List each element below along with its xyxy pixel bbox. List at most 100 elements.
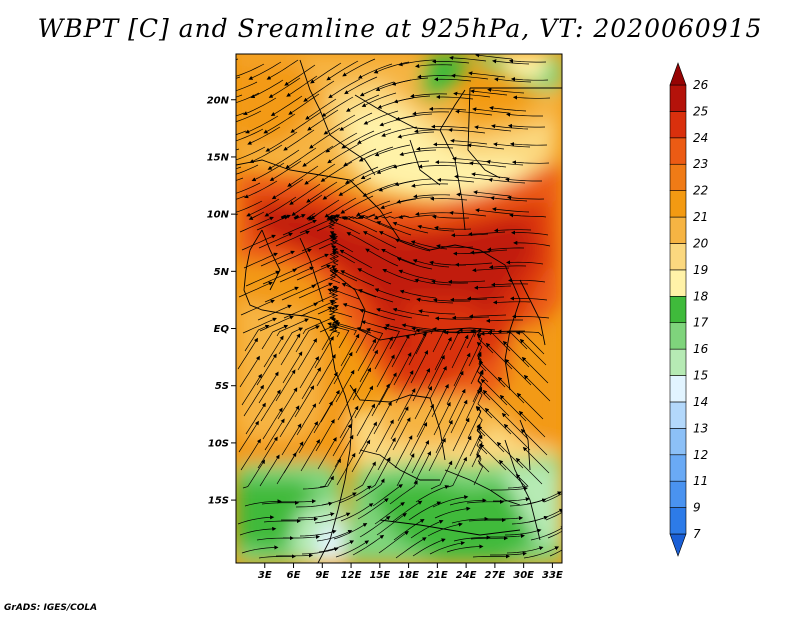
lat-tick-label: 10S	[208, 438, 229, 449]
streamline	[511, 160, 550, 165]
streamline	[471, 434, 483, 468]
streamline	[416, 403, 434, 438]
streamline	[432, 214, 470, 219]
streamline	[413, 194, 451, 199]
streamline	[338, 177, 372, 196]
streamline	[506, 112, 543, 117]
streamline	[362, 231, 397, 249]
streamline	[492, 207, 530, 213]
streamline	[264, 196, 297, 217]
streamline	[352, 367, 372, 401]
streamline	[306, 212, 317, 220]
streamline	[359, 349, 378, 383]
streamline	[318, 540, 355, 553]
streamline	[278, 327, 304, 355]
streamline	[283, 534, 321, 540]
streamline	[341, 130, 375, 149]
streamline	[547, 530, 562, 539]
streamline	[512, 95, 551, 100]
streamline	[414, 386, 432, 420]
streamline	[485, 342, 513, 370]
streamline	[493, 497, 530, 502]
streamline	[244, 324, 270, 352]
streamline	[393, 352, 412, 386]
colorbar-swatch	[669, 428, 687, 456]
streamline	[361, 92, 397, 107]
streamline	[236, 76, 241, 79]
streamline	[340, 195, 374, 214]
colorbar-level-label: 13	[693, 421, 708, 435]
streamline	[288, 93, 320, 115]
colorbar-level-label: 23	[693, 157, 708, 171]
streamline	[298, 282, 333, 299]
streamline	[434, 336, 452, 371]
streamline	[376, 512, 407, 536]
lon-tick-label: 30E	[513, 570, 534, 581]
streamline	[236, 58, 239, 61]
streamline	[304, 163, 336, 185]
colorbar-level-label: 18	[693, 289, 709, 303]
colorbar-swatch	[669, 507, 687, 535]
streamline	[372, 484, 403, 507]
streamline	[476, 424, 488, 455]
streamline	[381, 126, 418, 137]
streamline	[511, 230, 549, 236]
streamline	[501, 412, 529, 440]
streamline	[242, 97, 277, 116]
streamline	[281, 284, 316, 301]
streamline	[354, 385, 374, 419]
streamline	[266, 59, 299, 80]
streamline	[284, 64, 316, 86]
streamline	[302, 475, 334, 490]
streamline	[339, 405, 359, 439]
streamline	[412, 368, 430, 402]
streamline	[314, 512, 351, 524]
streamline	[282, 351, 303, 384]
streamline	[412, 111, 450, 116]
streamline	[395, 113, 433, 121]
streamline	[375, 419, 394, 453]
streamline	[294, 385, 315, 418]
streamline	[314, 335, 334, 369]
streamline	[418, 309, 456, 315]
streamline	[262, 268, 297, 285]
streamline	[332, 248, 340, 266]
streamline	[502, 340, 530, 368]
streamline	[397, 388, 416, 422]
streamline	[352, 534, 385, 556]
streamline	[335, 369, 355, 403]
streamline	[455, 262, 493, 267]
streamline	[353, 461, 376, 491]
streamline	[415, 211, 453, 217]
streamline	[429, 196, 468, 201]
streamline	[236, 164, 259, 175]
streamline	[497, 329, 528, 350]
streamline	[431, 124, 469, 129]
streamline	[394, 435, 413, 469]
streamline	[326, 60, 359, 81]
streamline	[393, 519, 425, 541]
streamline	[237, 515, 275, 525]
streamline	[410, 93, 448, 98]
streamline	[289, 183, 321, 205]
streamline	[466, 499, 505, 504]
streamline	[477, 389, 493, 419]
streamline	[468, 517, 507, 523]
colorbar-swatch	[669, 375, 687, 403]
streamline	[452, 156, 490, 163]
streamline	[318, 371, 338, 405]
streamline	[356, 403, 376, 437]
streamline	[411, 440, 429, 474]
streamline	[396, 453, 415, 487]
streamline	[276, 452, 297, 485]
streamline	[453, 91, 491, 98]
streamline	[399, 149, 437, 157]
streamline	[310, 62, 342, 84]
streamline	[267, 149, 300, 170]
streamline	[259, 454, 280, 487]
streamline	[281, 517, 319, 522]
streamline	[320, 389, 340, 423]
streamline	[450, 138, 488, 145]
streamline	[506, 546, 544, 554]
streamline	[285, 147, 317, 169]
